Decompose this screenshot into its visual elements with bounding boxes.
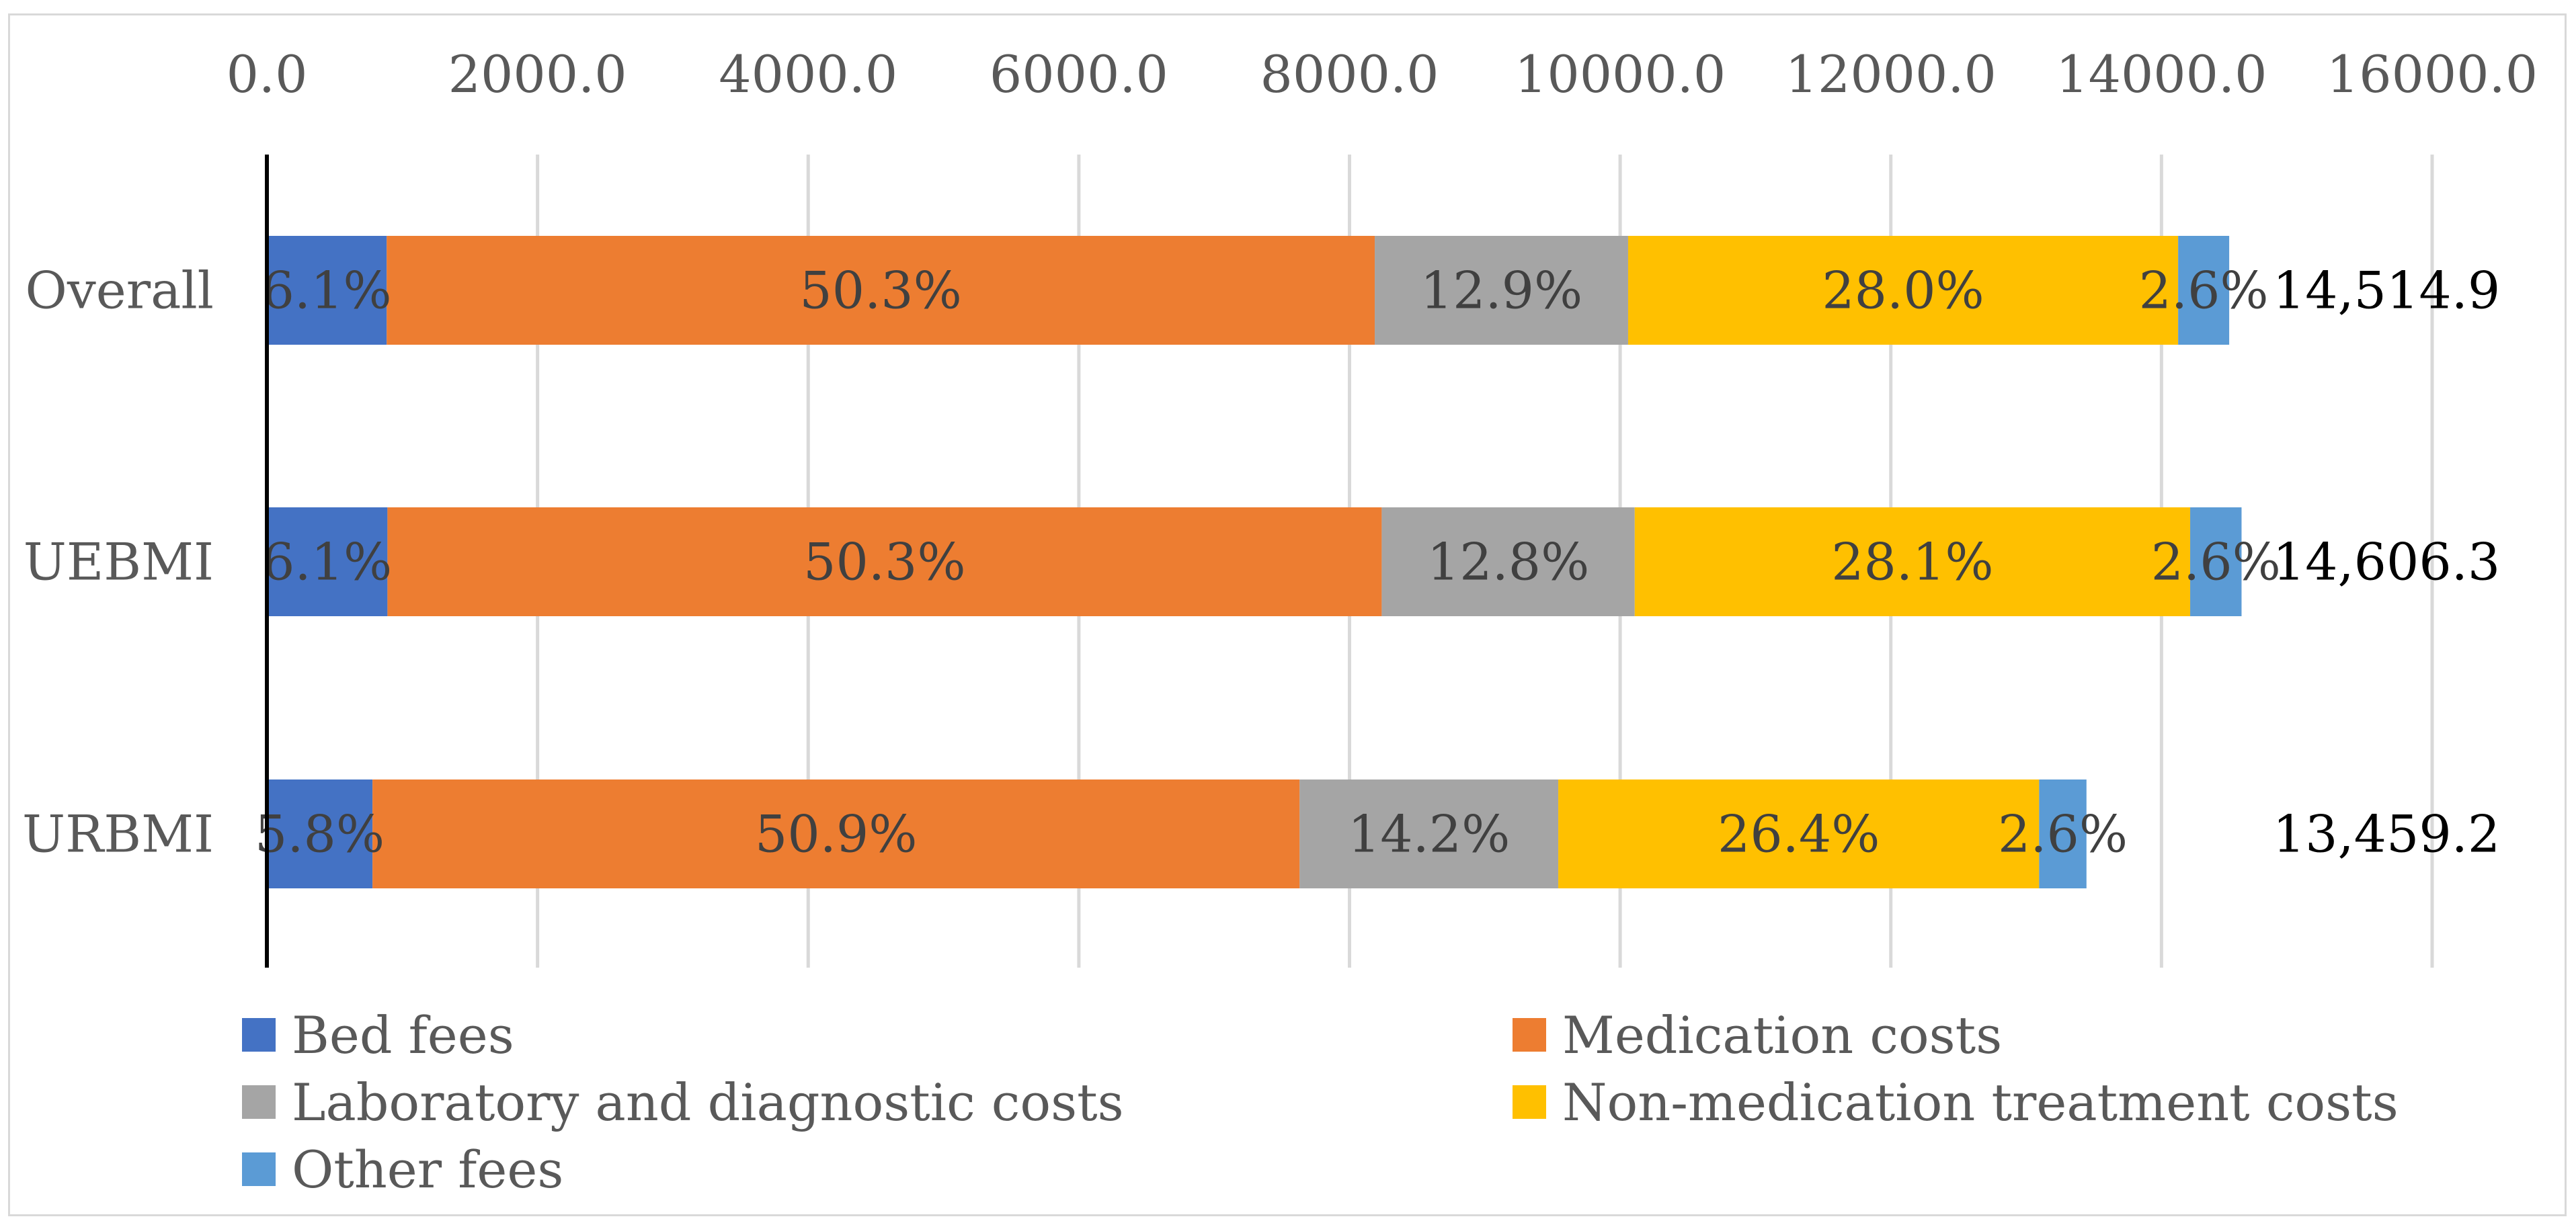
x-tick-label: 10000.0 <box>1515 44 1726 104</box>
legend-swatch-non-medication-costs <box>1513 1085 1546 1119</box>
x-axis-ticks: 0.0 2000.0 4000.0 6000.0 8000.0 10000.0 12000.… <box>227 44 2538 104</box>
data-label: 50.3% <box>803 532 965 592</box>
bar-segment-overall-laboratory-and-diagnostic-costs <box>1375 236 1628 345</box>
legend-label-medication-costs: Medication costs <box>1562 1005 2003 1065</box>
category-label-overall: Overall <box>26 261 214 321</box>
bar-segment-uebmi-non-medication-treatment-costs <box>1634 507 2191 616</box>
legend-item-medication-costs: Medication costs <box>1513 1001 2002 1068</box>
data-label: 6.1% <box>262 261 392 321</box>
bar-segment-urbmi-non-medication-treatment-costs <box>1558 779 2040 888</box>
bar-segment-overall-other-fees <box>2178 236 2230 345</box>
legend-swatch-laboratory-costs <box>242 1085 276 1119</box>
legend-swatch-other-fees <box>242 1152 276 1186</box>
x-tick-label: 6000.0 <box>990 44 1168 104</box>
data-label: 28.0% <box>1822 261 1984 321</box>
bar-segment-urbmi-medication-costs <box>372 779 1300 888</box>
total-label-overall: 14,514.9 <box>2273 261 2500 321</box>
legend-item-bed-fees: Bed fees <box>242 1001 514 1068</box>
data-label: 50.9% <box>755 804 917 864</box>
bar-segment-uebmi-medication-costs <box>387 507 1382 616</box>
legend-label-other-fees: Other fees <box>292 1139 564 1199</box>
chart-frame <box>8 13 2567 1216</box>
bar-segment-uebmi-other-fees <box>2190 507 2242 616</box>
legend-item-non-medication-costs: Non-medication treatment costs <box>1513 1068 2399 1136</box>
bar-segment-urbmi-laboratory-and-diagnostic-costs <box>1299 779 1559 888</box>
bar-segment-uebmi-bed-fees <box>267 507 388 616</box>
data-label: 2.6% <box>2151 532 2281 592</box>
data-label: 12.8% <box>1427 532 1589 592</box>
x-tick-label: 8000.0 <box>1260 44 1439 104</box>
bars <box>267 236 2242 888</box>
x-tick-label: 2000.0 <box>448 44 627 104</box>
data-label: 28.1% <box>1831 532 1993 592</box>
data-label: 5.8% <box>255 804 385 864</box>
legend-item-laboratory-costs: Laboratory and diagnostic costs <box>242 1068 1124 1136</box>
category-label-urbmi: URBMI <box>22 804 214 864</box>
legend: Bed fees Medication costs Laboratory and… <box>242 1001 2528 1203</box>
x-tick-label: 16000.0 <box>2327 44 2538 104</box>
x-tick-label: 4000.0 <box>719 44 897 104</box>
bar-segment-urbmi-bed-fees <box>267 779 373 888</box>
data-labels: Overall 6.1% 50.3% 12.9% 28.0% 2.6% 14,514.9UE… <box>22 261 2500 864</box>
bar-segment-overall-non-medication-treatment-costs <box>1627 236 2179 345</box>
data-label: 26.4% <box>1718 804 1880 864</box>
legend-label-laboratory-costs: Laboratory and diagnostic costs <box>292 1072 1124 1132</box>
data-label: 2.6% <box>2139 261 2269 321</box>
bar-segment-overall-bed-fees <box>267 236 387 345</box>
data-label: 12.9% <box>1420 261 1582 321</box>
total-label-urbmi: 13,459.2 <box>2273 804 2500 864</box>
data-label: 6.1% <box>262 532 392 592</box>
legend-swatch-medication-costs <box>1513 1018 1546 1052</box>
x-tick-label: 0.0 <box>227 44 308 104</box>
data-label: 50.3% <box>799 261 961 321</box>
legend-swatch-bed-fees <box>242 1018 276 1052</box>
bar-segment-uebmi-laboratory-and-diagnostic-costs <box>1381 507 1635 616</box>
x-tick-label: 14000.0 <box>2056 44 2267 104</box>
legend-label-bed-fees: Bed fees <box>292 1005 514 1065</box>
category-label-uebmi: UEBMI <box>24 532 214 592</box>
legend-item-other-fees: Other fees <box>242 1136 563 1203</box>
legend-label-non-medication-costs: Non-medication treatment costs <box>1562 1072 2399 1132</box>
x-tick-label: 12000.0 <box>1785 44 1997 104</box>
total-label-uebmi: 14,606.3 <box>2273 532 2500 592</box>
data-label: 2.6% <box>1998 804 2128 864</box>
bar-segment-urbmi-other-fees <box>2039 779 2087 888</box>
data-label: 14.2% <box>1348 804 1510 864</box>
bar-segment-overall-medication-costs <box>387 236 1375 345</box>
